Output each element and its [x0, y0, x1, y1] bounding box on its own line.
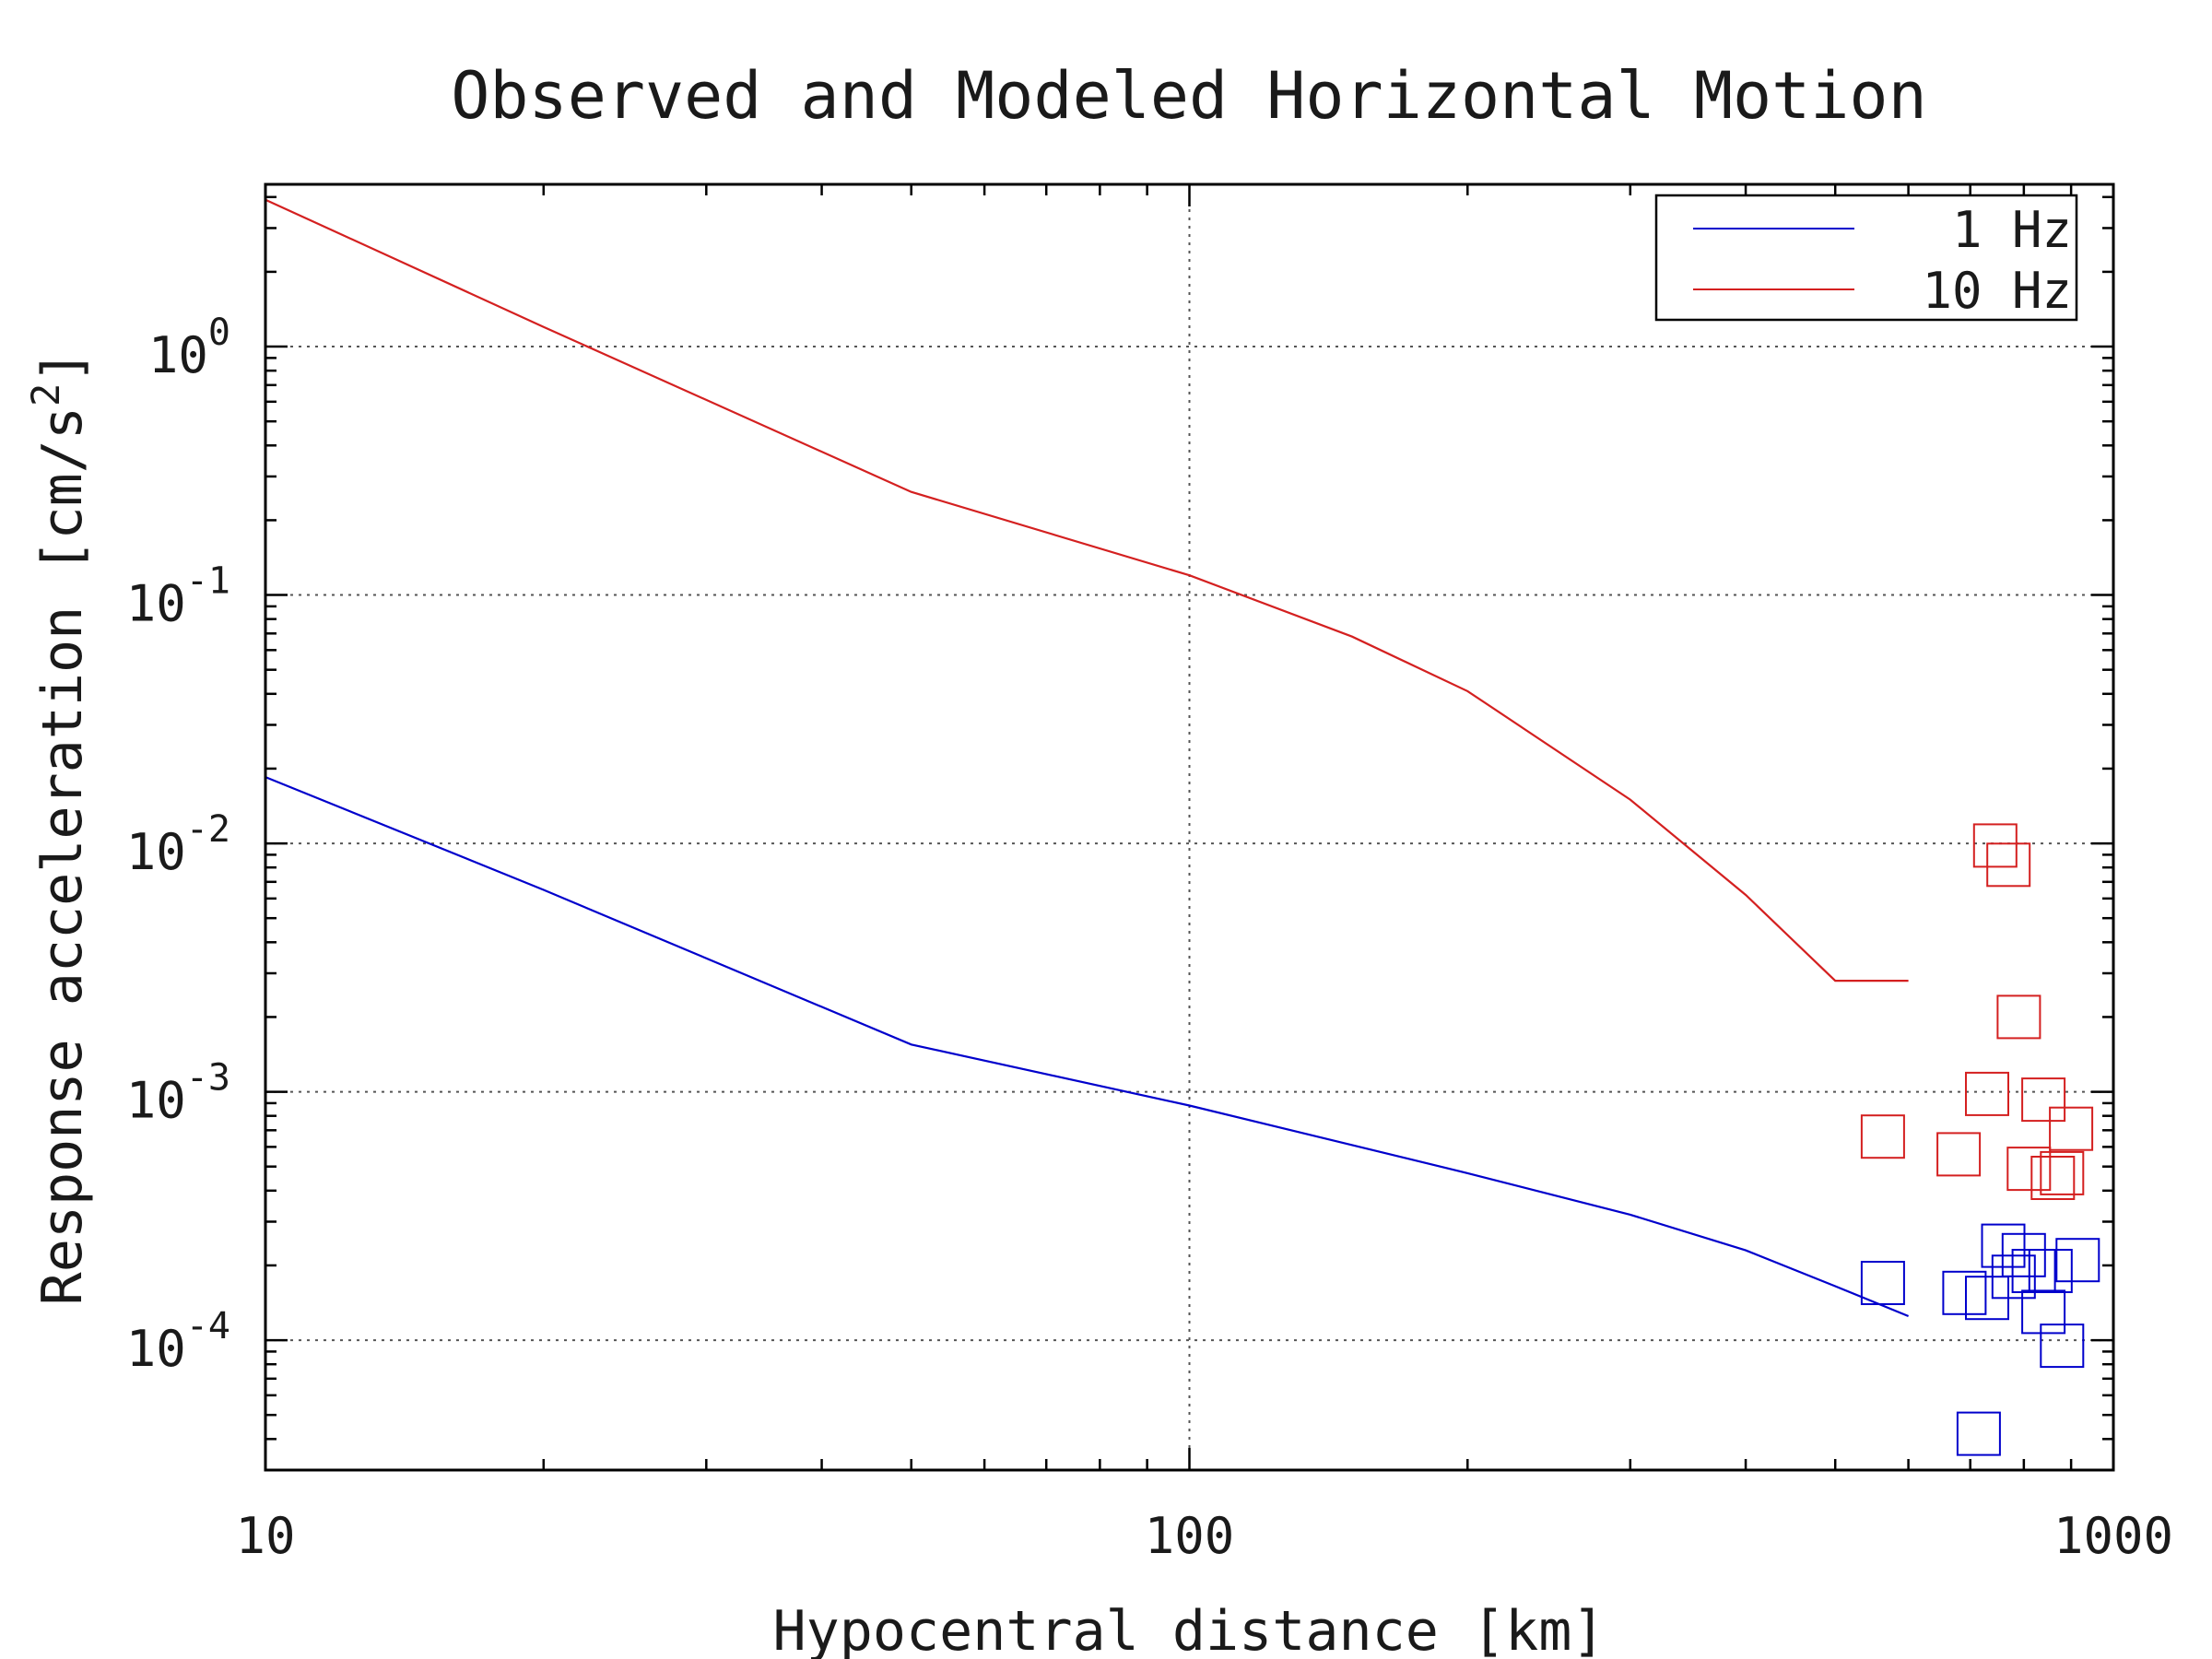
x-tick-label: 1000	[2053, 1507, 2173, 1565]
grid-lines	[265, 184, 2113, 1470]
legend: 1 Hz 10 Hz	[1654, 194, 2078, 322]
y-tick-exponent: -3	[186, 1057, 230, 1100]
observed-point-10hz	[2049, 1106, 2094, 1151]
observed-point-1hz	[1942, 1270, 1987, 1315]
x-tick-label: 100	[1145, 1507, 1235, 1565]
y-tick-label: 100	[148, 312, 230, 384]
y-axis-label: Response acceleration [cm/s2]	[23, 350, 95, 1306]
x-tick-labels: 10 100 1000	[235, 1507, 2173, 1565]
y-axis-label-main: Response acceleration [cm/s	[30, 406, 95, 1305]
observed-point-10hz	[2021, 1077, 2066, 1123]
observed-point-10hz	[2040, 1150, 2085, 1195]
y-tick-base: 10	[126, 575, 186, 633]
observed-point-10hz	[2006, 1147, 2052, 1192]
observed-point-1hz	[2028, 1249, 2073, 1293]
observed-point-10hz	[1965, 1071, 2009, 1116]
observed-point-1hz	[1860, 1261, 1905, 1305]
y-tick-exponent: 0	[208, 312, 230, 354]
observed-point-10hz	[1936, 1132, 1982, 1177]
observed-point-10hz	[1972, 823, 2018, 868]
x-axis-label: Hypocentral distance [km]	[772, 1599, 1605, 1659]
y-tick-exponent: -1	[186, 560, 230, 603]
series-line-1hz	[265, 776, 1910, 1318]
observed-point-1hz	[2001, 1232, 2046, 1277]
plot-frame	[264, 182, 2115, 1472]
axis-ticks	[264, 184, 2115, 1472]
y-tick-base: 10	[126, 1320, 186, 1378]
observed-point-1hz	[2021, 1289, 2066, 1335]
legend-label-1hz: 1 Hz	[1952, 201, 2072, 259]
observed-point-10hz	[1996, 994, 2041, 1040]
y-tick-exponent: -4	[186, 1305, 230, 1347]
observed-point-10hz	[1986, 842, 2031, 888]
series-line-10hz	[265, 198, 1909, 982]
chart-title: Observed and Modeled Horizontal Motion	[451, 58, 1926, 134]
y-tick-base: 10	[126, 1072, 186, 1130]
y-tick-base: 10	[126, 823, 186, 881]
observed-point-10hz	[1860, 1114, 1905, 1159]
observed-point-1hz	[1956, 1411, 2001, 1456]
observed-point-10hz	[2030, 1156, 2076, 1200]
y-axis-label-superscript: 2	[23, 383, 68, 406]
y-tick-label: 10-1	[126, 560, 230, 633]
legend-label-10hz: 10 Hz	[1922, 262, 2072, 320]
observed-points	[1860, 823, 2100, 1456]
y-tick-base: 10	[148, 326, 208, 384]
y-tick-label: 10-4	[126, 1305, 230, 1378]
y-axis-label-suffix: ]	[30, 350, 95, 383]
y-tick-label: 10-2	[126, 808, 230, 881]
y-tick-exponent: -2	[186, 808, 230, 851]
y-tick-label: 10-3	[126, 1057, 230, 1130]
x-tick-label: 10	[235, 1507, 295, 1565]
series-lines	[265, 198, 1910, 1318]
observed-point-1hz	[2055, 1238, 2100, 1283]
observed-point-1hz	[2040, 1324, 2085, 1369]
legend-box	[1654, 194, 2078, 322]
